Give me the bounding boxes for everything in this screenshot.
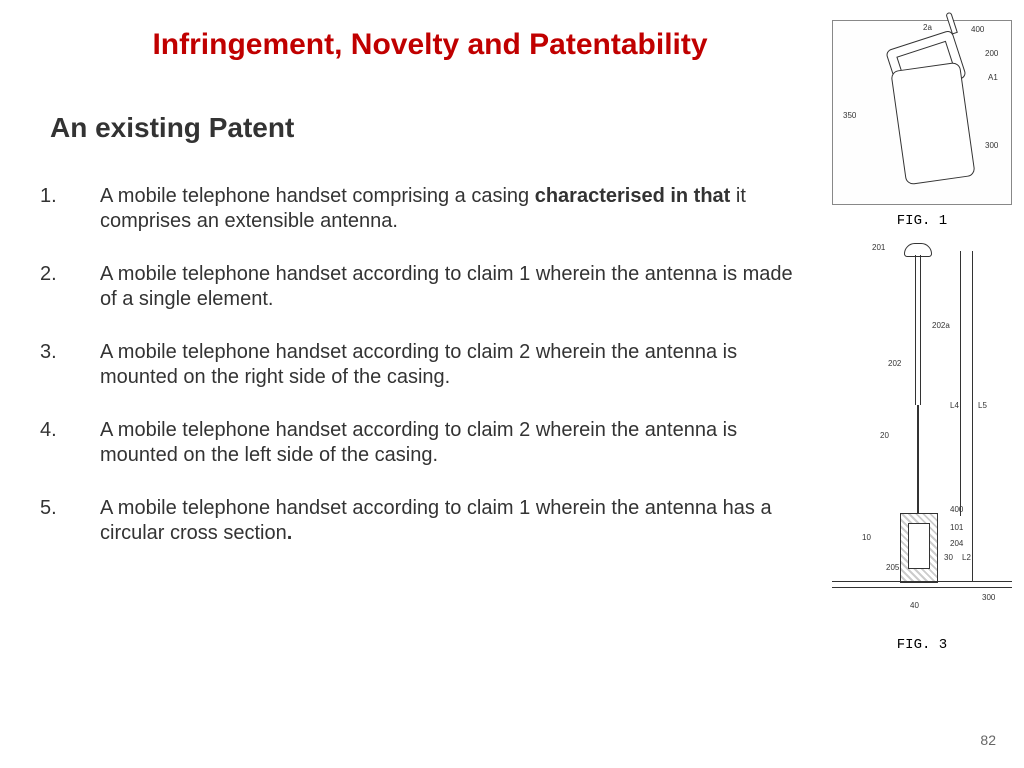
- antenna-shaft-icon: [915, 255, 921, 405]
- claim-1: 1. A mobile telephone handset comprising…: [40, 184, 810, 234]
- claim-5: 5. A mobile telephone handset according …: [40, 496, 810, 546]
- claim-4: 4. A mobile telephone handset according …: [40, 418, 810, 468]
- figure-3-drawing: 201 202a 202 20 L4 L5 400 101 204 30 L2 …: [832, 241, 1012, 661]
- ref-350: 350: [843, 111, 856, 120]
- ref-40: 40: [910, 601, 919, 610]
- claim-number: 2.: [40, 262, 100, 312]
- slide-title: Infringement, Novelty and Patentability: [40, 28, 820, 62]
- ref-a1: A1: [988, 73, 998, 82]
- figures-column: 350 2a 400 200 A1 300 FIG. 1 201 202a 20…: [832, 20, 1012, 661]
- claim-number: 3.: [40, 340, 100, 390]
- claim-3: 3. A mobile telephone handset according …: [40, 340, 810, 390]
- ref-201: 201: [872, 243, 885, 252]
- ref-l2: L2: [962, 553, 971, 562]
- ref-400: 400: [971, 25, 984, 34]
- ref-300: 300: [985, 141, 998, 150]
- claim-number: 1.: [40, 184, 100, 234]
- ref-30: 30: [944, 553, 953, 562]
- ref-l4: L4: [950, 401, 959, 410]
- claim-text: A mobile telephone handset according to …: [100, 262, 810, 312]
- ref-204: 204: [950, 539, 963, 548]
- claim-text: A mobile telephone handset according to …: [100, 418, 810, 468]
- ref-l5: L5: [978, 401, 987, 410]
- dimension-l4: [960, 251, 961, 516]
- figure-1-drawing: 350 2a 400 200 A1 300: [832, 20, 1012, 205]
- claim-text: A mobile telephone handset according to …: [100, 340, 810, 390]
- phone-antenna-icon: [945, 12, 958, 35]
- figure-1-label: FIG. 1: [832, 213, 1012, 229]
- antenna-base-inner-icon: [908, 523, 930, 569]
- ref-20: 20: [880, 431, 889, 440]
- dimension-l5: [972, 251, 973, 581]
- ref-10: 10: [862, 533, 871, 542]
- ref-101: 101: [950, 523, 963, 532]
- claim-2: 2. A mobile telephone handset according …: [40, 262, 810, 312]
- casing-line2-icon: [832, 587, 1012, 588]
- casing-line-icon: [832, 581, 1012, 582]
- ref-400: 400: [950, 505, 963, 514]
- antenna-shaft-inner-icon: [917, 405, 919, 515]
- phone-body-icon: [890, 62, 975, 186]
- claim-text: A mobile telephone handset comprising a …: [100, 184, 810, 234]
- ref-202a: 202a: [932, 321, 950, 330]
- ref-205: 205: [886, 563, 899, 572]
- claims-list: 1. A mobile telephone handset comprising…: [40, 184, 810, 546]
- ref-202: 202: [888, 359, 901, 368]
- ref-200: 200: [985, 49, 998, 58]
- claim-text: A mobile telephone handset according to …: [100, 496, 810, 546]
- page-number: 82: [980, 732, 996, 748]
- ref-300: 300: [982, 593, 995, 602]
- ref-2a: 2a: [923, 23, 932, 32]
- figure-3-label: FIG. 3: [832, 637, 1012, 653]
- slide: Infringement, Novelty and Patentability …: [0, 0, 1024, 768]
- claim-number: 4.: [40, 418, 100, 468]
- claim-number: 5.: [40, 496, 100, 546]
